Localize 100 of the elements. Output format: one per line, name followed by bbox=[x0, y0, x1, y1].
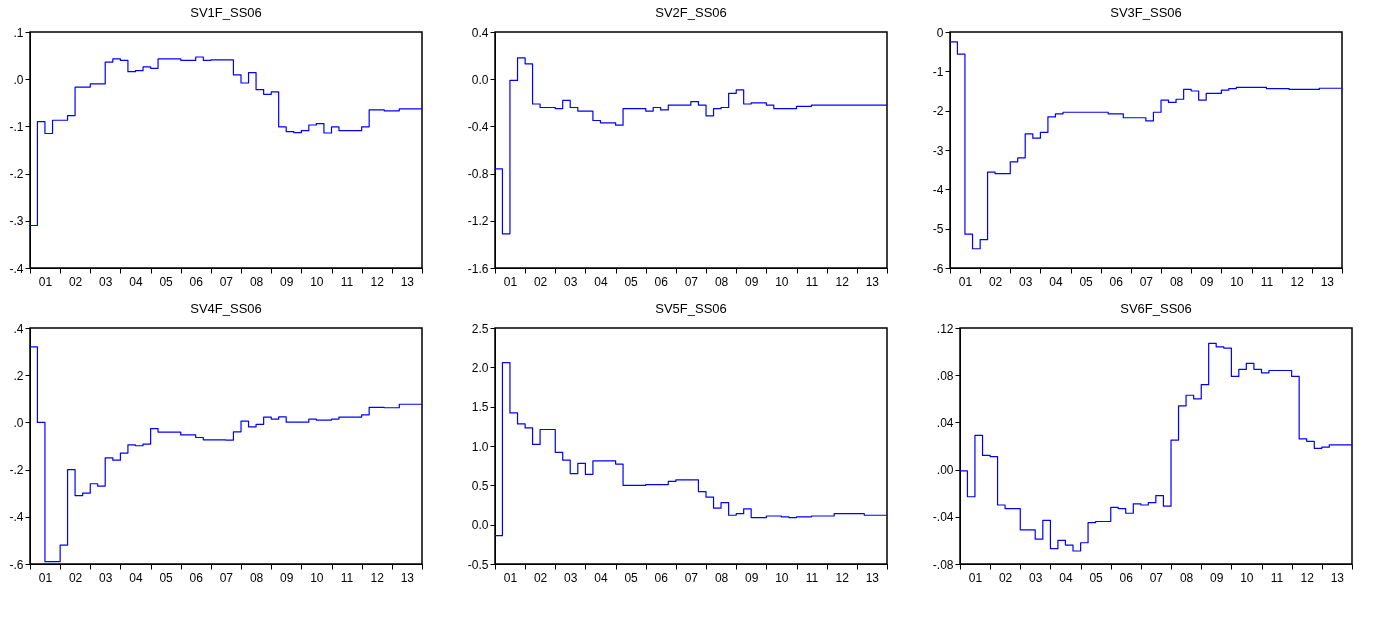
chart-title: SV6F_SS06 bbox=[1120, 301, 1192, 316]
y-tick-label: 1.5 bbox=[471, 400, 489, 415]
x-tick-label: 02 bbox=[998, 570, 1013, 585]
x-tick-label: 11 bbox=[1270, 570, 1284, 585]
x-tick-label: 12 bbox=[1290, 274, 1305, 289]
x-tick-label: 12 bbox=[1300, 570, 1315, 585]
y-tick-label: .1 bbox=[13, 25, 24, 40]
y-tick-label: -4 bbox=[932, 182, 944, 197]
y-tick-label: -.1 bbox=[9, 119, 24, 134]
x-tick-label: 02 bbox=[68, 274, 83, 289]
y-tick-label: -.2 bbox=[9, 463, 24, 478]
y-tick-label: .0 bbox=[13, 72, 24, 87]
x-tick-label: 05 bbox=[159, 570, 174, 585]
x-tick-label: 05 bbox=[159, 274, 174, 289]
x-tick-label: 07 bbox=[1139, 274, 1154, 289]
y-tick-label: -1 bbox=[932, 64, 944, 79]
x-tick-label: 08 bbox=[714, 570, 729, 585]
y-tick-label: -0.4 bbox=[467, 119, 489, 134]
y-tick-label: 0.0 bbox=[471, 72, 489, 87]
x-tick-label: 04 bbox=[594, 274, 608, 289]
y-tick-label: -3 bbox=[932, 143, 944, 158]
y-tick-label: 0.0 bbox=[471, 518, 489, 533]
chart-title: SV3F_SS06 bbox=[1110, 5, 1182, 20]
x-tick-label: 13 bbox=[400, 274, 415, 289]
y-tick-label: -1.6 bbox=[467, 261, 489, 276]
x-tick-label: 02 bbox=[533, 274, 548, 289]
y-tick-label: 2.0 bbox=[471, 360, 489, 375]
x-tick-label: 06 bbox=[654, 570, 669, 585]
x-tick-label: 03 bbox=[99, 274, 113, 289]
y-tick-label: -0.5 bbox=[467, 557, 489, 572]
x-tick-label: 01 bbox=[958, 274, 973, 289]
chart-title: SV4F_SS06 bbox=[190, 301, 262, 316]
y-tick-label: .2 bbox=[13, 368, 24, 383]
y-tick-label: 1.0 bbox=[471, 439, 489, 454]
y-tick-label: 0.4 bbox=[471, 25, 489, 40]
x-tick-label: 08 bbox=[249, 570, 264, 585]
x-tick-label: 08 bbox=[1169, 274, 1184, 289]
x-tick-label: 11 bbox=[340, 570, 354, 585]
y-tick-label: -.04 bbox=[932, 510, 954, 525]
x-tick-label: 07 bbox=[1149, 570, 1164, 585]
x-tick-label: 01 bbox=[503, 274, 518, 289]
x-tick-label: 12 bbox=[370, 570, 385, 585]
x-tick-label: 11 bbox=[805, 570, 819, 585]
x-tick-label: 12 bbox=[835, 274, 850, 289]
y-tick-label: .04 bbox=[936, 415, 954, 430]
chart-title: SV5F_SS06 bbox=[655, 301, 727, 316]
x-tick-label: 04 bbox=[129, 274, 143, 289]
x-tick-label: 10 bbox=[775, 570, 789, 585]
x-tick-label: 03 bbox=[564, 274, 578, 289]
y-tick-label: 0 bbox=[936, 25, 944, 40]
y-tick-label: -.4 bbox=[9, 261, 24, 276]
y-tick-label: -.3 bbox=[9, 214, 24, 229]
y-tick-label: -.08 bbox=[932, 557, 954, 572]
x-tick-label: 10 bbox=[1230, 274, 1244, 289]
x-tick-label: 08 bbox=[714, 274, 729, 289]
x-tick-label: 01 bbox=[503, 570, 518, 585]
x-tick-label: 04 bbox=[1059, 570, 1073, 585]
x-tick-label: 05 bbox=[624, 570, 639, 585]
x-tick-label: 13 bbox=[1330, 570, 1345, 585]
y-tick-label: -.6 bbox=[9, 557, 24, 572]
x-tick-label: 04 bbox=[1049, 274, 1063, 289]
x-tick-label: 11 bbox=[340, 274, 354, 289]
y-tick-label: .08 bbox=[936, 368, 954, 383]
x-tick-label: 08 bbox=[1179, 570, 1194, 585]
x-tick-label: 13 bbox=[865, 274, 880, 289]
x-tick-label: 13 bbox=[1320, 274, 1335, 289]
x-tick-label: 07 bbox=[684, 274, 699, 289]
x-tick-label: 09 bbox=[745, 274, 759, 289]
x-tick-label: 07 bbox=[219, 570, 234, 585]
x-tick-label: 02 bbox=[68, 570, 83, 585]
x-tick-label: 03 bbox=[564, 570, 578, 585]
x-tick-label: 10 bbox=[310, 570, 324, 585]
y-tick-label: 2.5 bbox=[471, 321, 489, 336]
x-tick-label: 09 bbox=[745, 570, 759, 585]
x-tick-label: 01 bbox=[38, 570, 53, 585]
x-tick-label: 05 bbox=[1079, 274, 1094, 289]
x-tick-label: 03 bbox=[1029, 570, 1043, 585]
x-tick-label: 06 bbox=[654, 274, 669, 289]
y-tick-label: .4 bbox=[13, 321, 24, 336]
x-tick-label: 03 bbox=[99, 570, 113, 585]
x-tick-label: 09 bbox=[1200, 274, 1214, 289]
x-tick-label: 09 bbox=[280, 274, 294, 289]
x-tick-label: 06 bbox=[1109, 274, 1124, 289]
x-tick-label: 02 bbox=[988, 274, 1003, 289]
x-tick-label: 05 bbox=[1089, 570, 1104, 585]
y-tick-label: .12 bbox=[936, 321, 954, 336]
x-tick-label: 08 bbox=[249, 274, 264, 289]
y-tick-label: .00 bbox=[936, 463, 954, 478]
x-tick-label: 11 bbox=[1260, 274, 1274, 289]
x-tick-label: 09 bbox=[280, 570, 294, 585]
y-tick-label: -.2 bbox=[9, 167, 24, 182]
y-tick-label: 0.5 bbox=[471, 478, 489, 493]
x-tick-label: 12 bbox=[370, 274, 385, 289]
x-tick-label: 06 bbox=[189, 274, 204, 289]
x-tick-label: 13 bbox=[865, 570, 880, 585]
x-tick-label: 04 bbox=[594, 570, 608, 585]
y-tick-label: .0 bbox=[13, 415, 24, 430]
y-tick-label: -2 bbox=[932, 104, 944, 119]
x-tick-label: 07 bbox=[684, 570, 699, 585]
x-tick-label: 13 bbox=[400, 570, 415, 585]
